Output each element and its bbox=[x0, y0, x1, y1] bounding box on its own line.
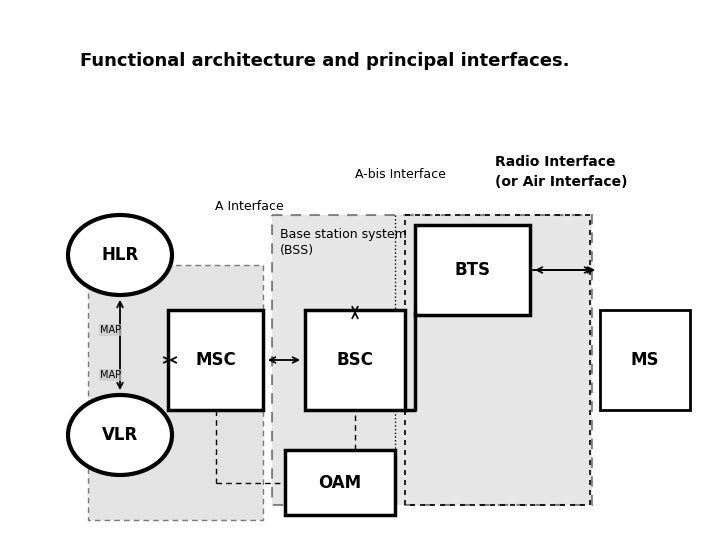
Bar bbox=[405, 215, 590, 505]
Text: VLR: VLR bbox=[102, 426, 138, 444]
Bar bbox=[285, 450, 395, 515]
Text: Radio Interface: Radio Interface bbox=[495, 155, 616, 169]
Text: Base station system: Base station system bbox=[280, 228, 407, 241]
Text: MAP: MAP bbox=[100, 370, 121, 380]
Text: (or Air Interface): (or Air Interface) bbox=[495, 175, 628, 189]
Text: Functional architecture and principal interfaces.: Functional architecture and principal in… bbox=[80, 52, 570, 70]
Ellipse shape bbox=[68, 215, 172, 295]
Bar bbox=[415, 225, 530, 315]
Text: (BSS): (BSS) bbox=[280, 244, 314, 257]
Text: HLR: HLR bbox=[102, 246, 139, 264]
Text: A-bis Interface: A-bis Interface bbox=[355, 168, 446, 181]
Text: BSC: BSC bbox=[336, 351, 374, 369]
Bar bbox=[305, 310, 405, 410]
Text: MS: MS bbox=[631, 351, 660, 369]
Ellipse shape bbox=[68, 395, 172, 475]
Text: OAM: OAM bbox=[318, 474, 361, 491]
Bar bbox=[600, 310, 690, 410]
Text: MAP: MAP bbox=[100, 325, 121, 335]
Text: A Interface: A Interface bbox=[215, 200, 284, 213]
Text: MSC: MSC bbox=[195, 351, 236, 369]
Bar bbox=[272, 215, 592, 505]
Bar bbox=[88, 265, 263, 520]
Text: BTS: BTS bbox=[454, 261, 490, 279]
Bar bbox=[168, 310, 263, 410]
